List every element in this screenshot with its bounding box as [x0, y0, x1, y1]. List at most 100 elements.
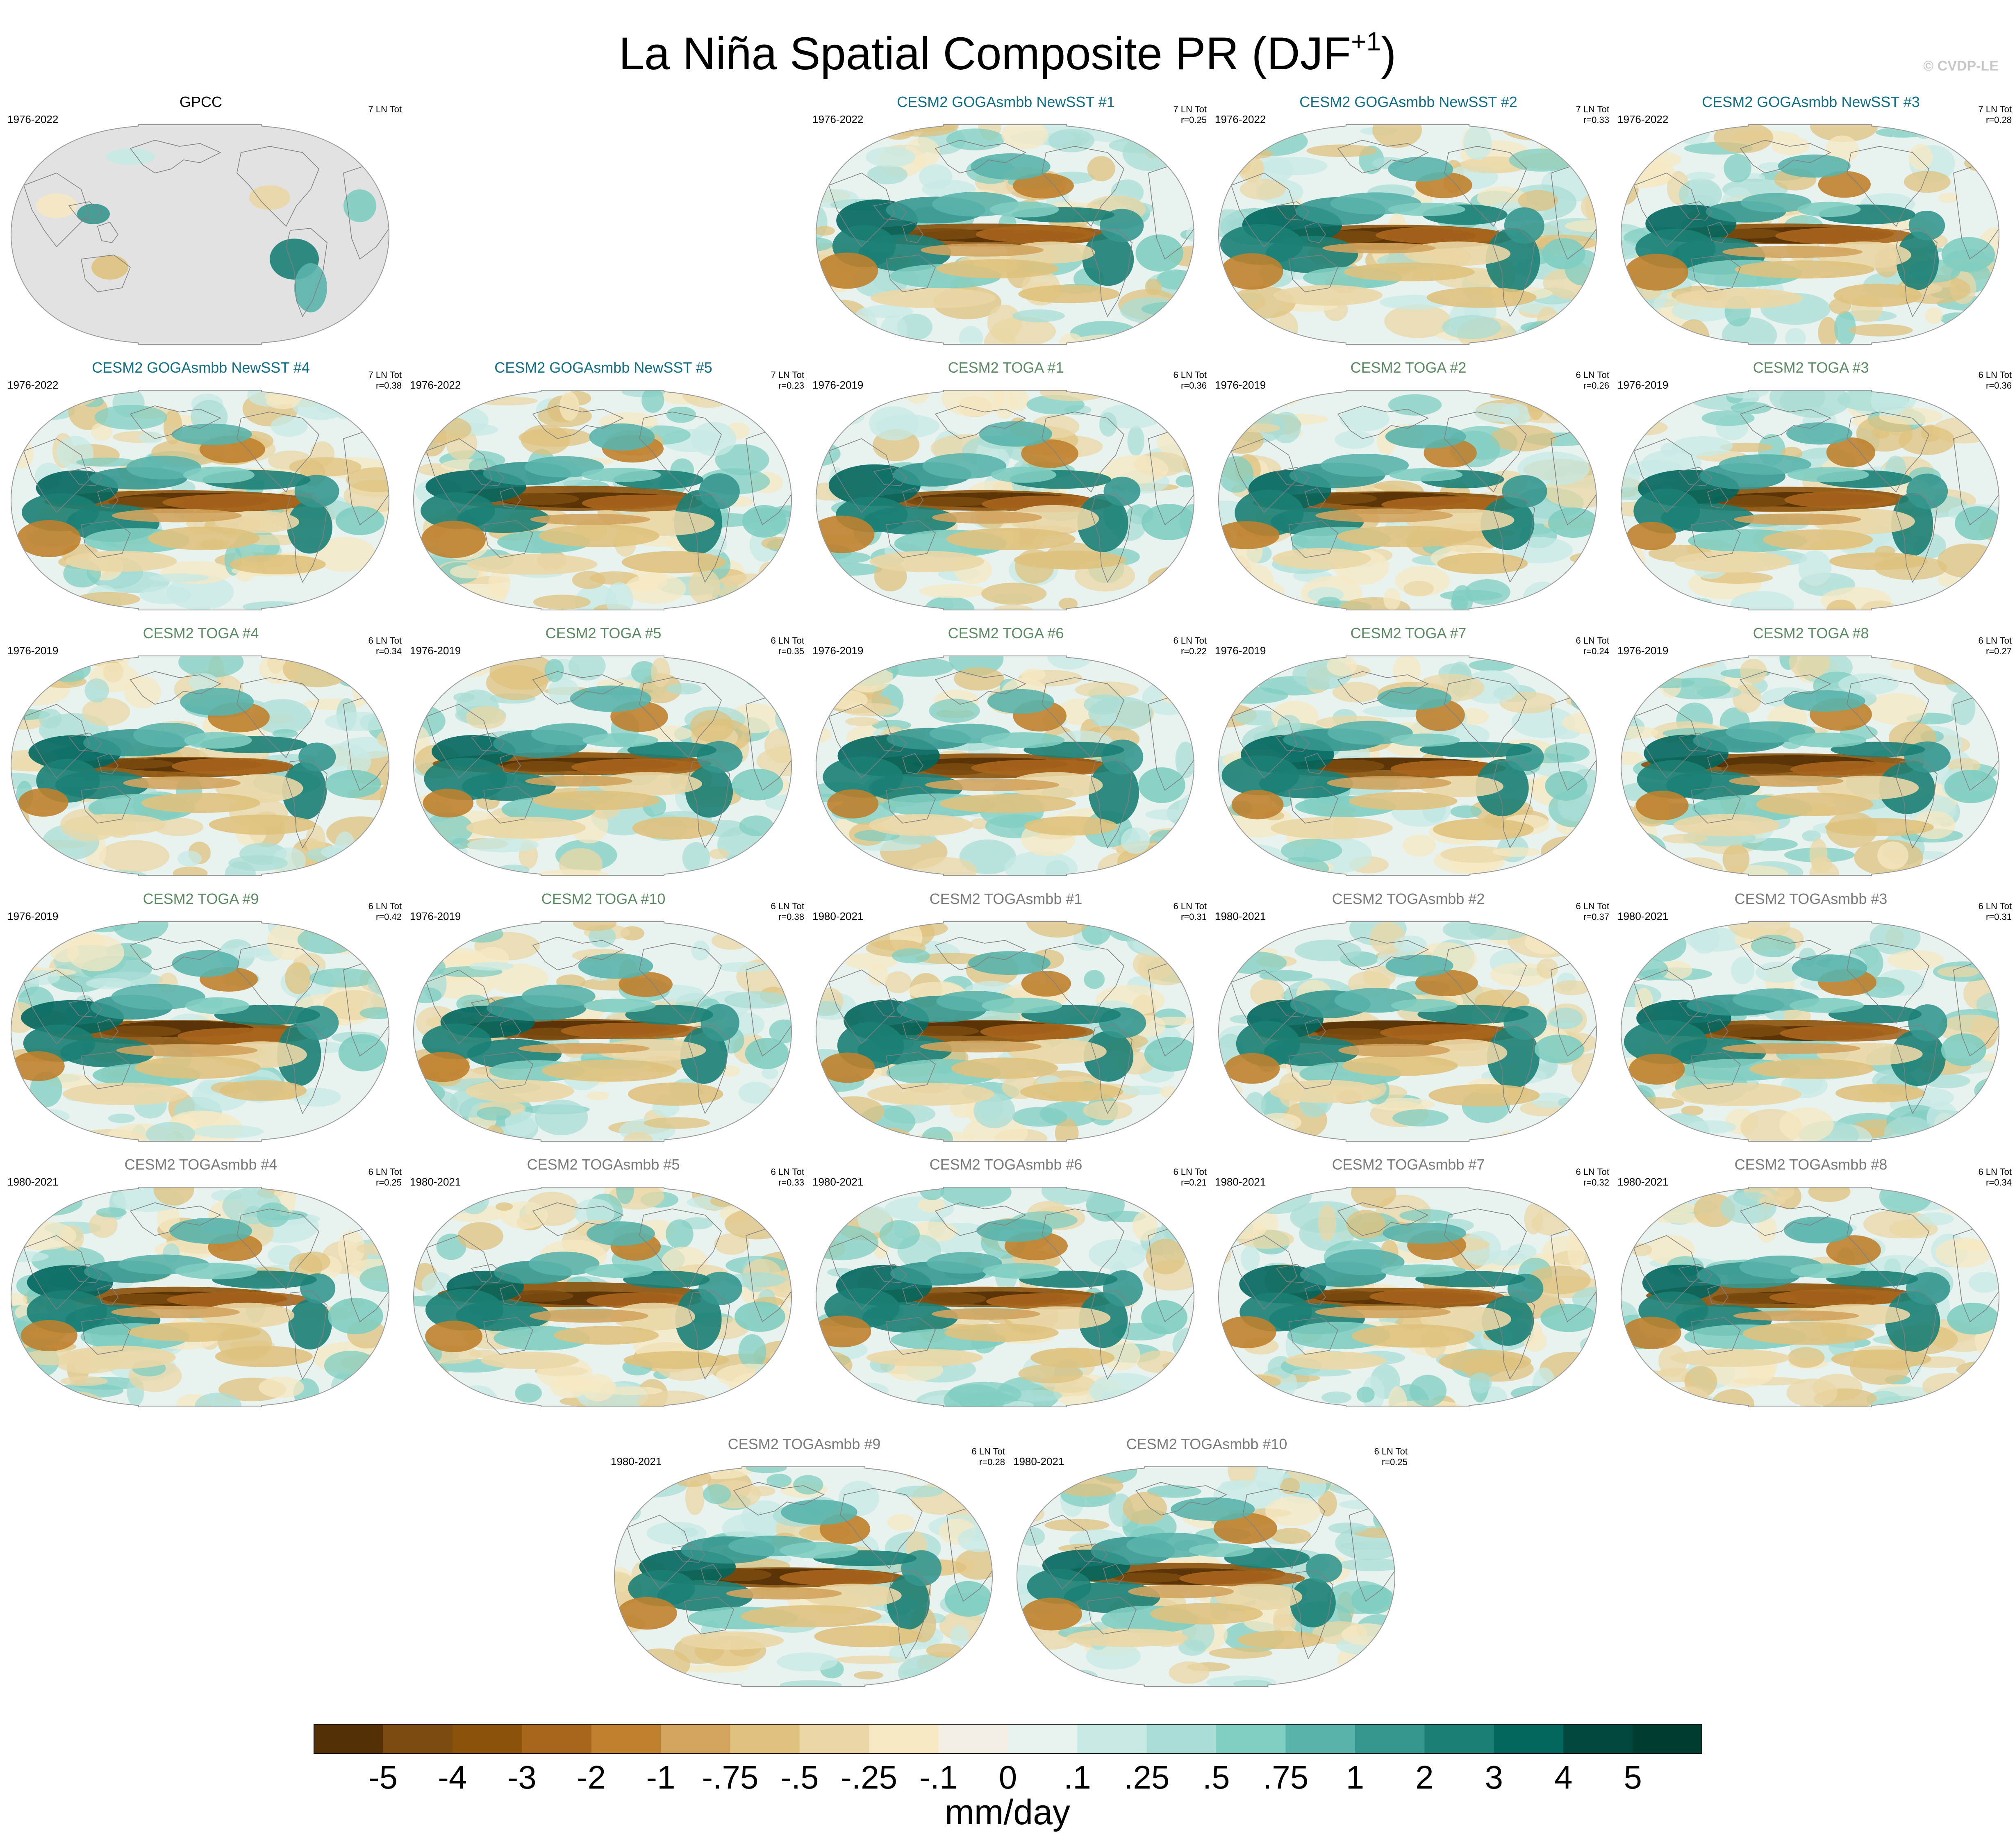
precip-cell	[1978, 556, 1999, 589]
panel-title: CESM2 TOGA #1	[948, 359, 1064, 376]
coastline	[1444, 677, 1527, 758]
precip-cell	[1384, 304, 1452, 338]
precip-anomaly	[1128, 1584, 1234, 1598]
precip-anomaly	[971, 153, 1051, 180]
precip-cell	[1222, 951, 1287, 974]
precip-cell	[1551, 600, 1585, 610]
precip-cell	[939, 1660, 992, 1672]
precip-anomaly	[335, 506, 385, 535]
precip-cell	[1026, 922, 1089, 938]
precip-anomaly	[779, 1569, 895, 1586]
precip-anomaly	[215, 1346, 313, 1367]
coastline	[1276, 467, 1310, 486]
colorbar-tick-label: -2	[577, 1759, 606, 1796]
precip-cell	[1146, 1238, 1186, 1274]
map-border	[1218, 921, 1597, 1142]
precip-anomaly	[1790, 761, 1913, 778]
precip-cell	[895, 1486, 944, 1498]
precip-cell	[249, 185, 290, 210]
event-count: 6 LN Tot	[971, 1446, 1005, 1457]
precip-cell	[11, 1189, 37, 1205]
precip-cell	[417, 422, 447, 457]
precip-cell	[915, 953, 986, 964]
precip-cell	[425, 1187, 463, 1205]
map-field	[10, 921, 390, 1142]
precip-anomaly	[699, 473, 740, 510]
precip-anomaly	[1742, 1322, 1875, 1345]
precip-anomaly	[1941, 1033, 1986, 1066]
precip-cell	[1866, 693, 1928, 725]
precip-cell	[11, 661, 34, 680]
precip-cell	[948, 1381, 1022, 1406]
coastline	[886, 1051, 936, 1089]
precip-anomaly	[111, 984, 205, 1010]
colorbar-swatch	[314, 1724, 383, 1754]
precip-cell	[1370, 1098, 1435, 1111]
credit-label: © CVDP-LE	[1923, 58, 1999, 74]
panel-title: CESM2 TOGAsmbb #1	[929, 890, 1083, 907]
panel-period: 1980-2021	[1215, 1176, 1266, 1188]
panel-period: 1980-2021	[410, 1176, 461, 1188]
precip-cell	[461, 925, 503, 943]
precip-cell	[1318, 1491, 1337, 1517]
precip-anomaly	[423, 789, 473, 818]
precip-cell	[672, 1469, 712, 1487]
event-count: 6 LN Tot	[1173, 1167, 1207, 1177]
map-panel: CESM2 TOGA #8 1976-2019 6 LN Tot r=0.27	[1610, 621, 2012, 884]
precip-anomaly	[64, 814, 166, 836]
precip-cell	[149, 574, 209, 583]
colorbar-tick-label: -.5	[780, 1759, 819, 1796]
precip-anomaly	[1666, 770, 1760, 800]
precip-cell	[1624, 125, 1672, 140]
event-count: 7 LN Tot	[368, 370, 402, 380]
precip-cell	[1161, 691, 1191, 704]
panel-period: 1976-2022	[1215, 113, 1266, 125]
event-count: 6 LN Tot	[368, 1167, 402, 1177]
colorbar-swatch	[1563, 1724, 1633, 1754]
precip-cell	[11, 440, 34, 469]
precip-anomaly	[1540, 1304, 1597, 1332]
precip-anomaly	[982, 997, 1062, 1014]
precip-cell	[731, 1187, 791, 1205]
precip-cell	[1246, 125, 1290, 142]
precip-cell	[1017, 1644, 1040, 1664]
precip-anomaly	[862, 1302, 958, 1333]
precip-anomaly	[1419, 742, 1532, 758]
colorbar-swatch	[869, 1724, 939, 1754]
precip-cell	[1335, 430, 1374, 449]
precip-cell	[1722, 844, 1750, 874]
precip-cell	[414, 400, 453, 427]
precip-cell	[1574, 328, 1597, 339]
precip-cell	[195, 1393, 242, 1407]
colorbar-tick-label: 4	[1554, 1759, 1573, 1796]
coastline	[902, 1284, 923, 1306]
precip-cell	[173, 866, 208, 876]
precip-cell	[1221, 1187, 1260, 1204]
precip-anomaly	[632, 817, 717, 840]
precip-anomaly	[623, 1351, 730, 1369]
precip-anomaly	[481, 1352, 579, 1369]
coastline	[425, 970, 492, 1045]
precip-cell	[614, 1657, 633, 1686]
precip-cell	[1938, 192, 1959, 203]
coastline	[1896, 494, 1938, 583]
precip-anomaly	[1352, 1324, 1475, 1348]
coastline	[886, 1317, 936, 1355]
colorbar	[314, 1724, 1702, 1754]
precip-anomaly	[1545, 771, 1587, 801]
precip-anomaly	[1763, 529, 1873, 550]
precip-cell	[1351, 1187, 1396, 1208]
precip-cell	[1577, 140, 1597, 163]
map-panel: CESM2 TOGAsmbb #2 1980-2021 6 LN Tot r=0.37	[1208, 887, 1609, 1149]
precip-cell	[688, 569, 721, 605]
precip-cell	[1544, 742, 1590, 762]
coastline	[532, 671, 624, 705]
precip-cell	[1219, 1121, 1255, 1141]
precip-cell	[1877, 841, 1909, 869]
coastline	[286, 1290, 327, 1380]
precip-anomaly	[867, 1083, 995, 1106]
map-panel: CESM2 TOGAsmbb #6 1980-2021 6 LN Tot r=0.21	[805, 1153, 1207, 1415]
precip-cell	[1023, 1506, 1044, 1522]
event-count: 6 LN Tot	[1173, 635, 1207, 646]
precip-cell	[467, 838, 539, 853]
